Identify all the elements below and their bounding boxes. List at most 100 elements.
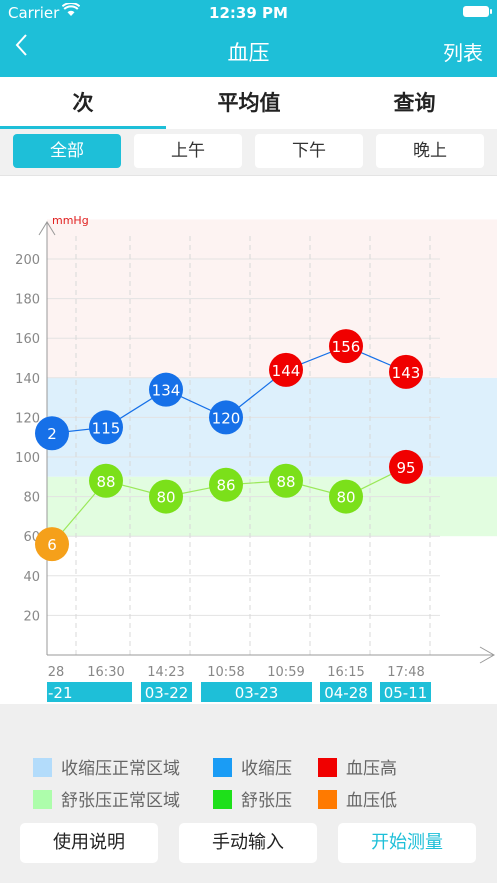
y-tick-label: 80 (23, 491, 40, 506)
legend-label: 舒张压 (241, 791, 292, 811)
data-point (89, 463, 123, 498)
date-label: -21 (48, 684, 73, 702)
data-label: 2 (47, 425, 57, 443)
y-tick-label: 180 (15, 293, 40, 308)
data-label: 88 (276, 473, 295, 491)
y-tick-label: 160 (15, 332, 40, 347)
back-button[interactable] (14, 33, 28, 63)
date-label: 04-28 (324, 684, 368, 702)
legend-swatch (213, 758, 232, 777)
y-tick-label: 100 (15, 451, 40, 466)
status-bar: Carrier 12:39 PM (0, 0, 497, 26)
data-label: 120 (212, 409, 241, 427)
filter-morning[interactable]: 上午 (134, 134, 242, 168)
x-tick-label: 16:15 (327, 665, 364, 680)
data-point (149, 372, 183, 407)
y-tick-label: 40 (23, 570, 40, 585)
carrier-label: Carrier (8, 4, 60, 22)
x-tick-label: 10:58 (207, 665, 244, 680)
legend-label: 血压高 (346, 759, 397, 779)
x-tick-label: 14:23 (147, 665, 184, 680)
list-button[interactable]: 列表 (443, 41, 483, 65)
legend-swatch (33, 758, 52, 777)
data-label: 143 (392, 364, 421, 382)
legend-swatch (318, 790, 337, 809)
data-label: 80 (156, 489, 175, 507)
legend-high: 血压高 (318, 758, 397, 780)
legend-label: 舒张压正常区域 (61, 791, 180, 811)
date-label: 03-22 (145, 684, 189, 702)
filter-afternoon[interactable]: 下午 (255, 134, 363, 168)
legend-diastolic-zone: 舒张压正常区域 (33, 790, 180, 812)
y-tick-label: 140 (15, 372, 40, 387)
data-label: 134 (152, 382, 181, 400)
wifi-icon (61, 2, 81, 21)
y-tick-label: 120 (15, 411, 40, 426)
tab-query[interactable]: 查询 (393, 91, 436, 115)
y-tick-label: 200 (15, 253, 40, 268)
filter-evening[interactable]: 晚上 (376, 134, 484, 168)
legend-systolic-zone: 收缩压正常区域 (33, 758, 180, 780)
chevron-left-icon (15, 34, 27, 56)
instructions-button[interactable]: 使用说明 (20, 823, 158, 863)
legend-low: 血压低 (318, 790, 397, 812)
data-point (35, 416, 69, 451)
date-label: 03-23 (235, 684, 279, 702)
status-time: 12:39 PM (209, 4, 288, 22)
data-point (35, 527, 69, 562)
legend-swatch (318, 758, 337, 777)
legend-label: 收缩压 (241, 759, 292, 779)
legend-swatch (33, 790, 52, 809)
date-band (141, 682, 192, 702)
date-band (47, 682, 132, 702)
data-label: 95 (396, 459, 415, 477)
x-tick-label: 16:30 (87, 665, 124, 680)
app-header: Carrier 12:39 PM 血压 列表 (0, 0, 497, 77)
data-label: 80 (336, 489, 355, 507)
date-band (201, 682, 312, 702)
tab-average[interactable]: 平均值 (217, 91, 281, 115)
data-point (209, 400, 243, 435)
data-point (389, 449, 423, 484)
legend-swatch (213, 790, 232, 809)
bottom-panel: 收缩压正常区域 收缩压 血压高 舒张压正常区域 舒张压 血压低 使用说明 手动输… (0, 704, 497, 883)
y-axis-arrow (38, 221, 56, 236)
start-measure-button[interactable]: 开始测量 (338, 823, 476, 863)
data-label: 88 (96, 473, 115, 491)
data-point (209, 467, 243, 502)
x-tick-label: 28 (48, 665, 65, 680)
legend-systolic: 收缩压 (213, 758, 292, 780)
blood-pressure-chart: 20 40 60 80 100 120 140 160 180 200 mmHg 28 16:30 14:… (0, 176, 497, 704)
page-title: 血压 (227, 41, 270, 65)
data-label: 6 (47, 536, 57, 554)
tab-underline (0, 126, 166, 129)
data-label: 144 (272, 362, 301, 380)
x-tick-label: 10:59 (267, 665, 304, 680)
data-point (149, 479, 183, 514)
y-tick-label: 20 (23, 609, 40, 624)
left-mask (0, 216, 46, 616)
filter-all[interactable]: 全部 (13, 134, 121, 168)
data-point (329, 479, 363, 514)
data-label: 115 (92, 419, 121, 437)
data-label: 156 (332, 338, 361, 356)
legend-label: 收缩压正常区域 (61, 759, 180, 779)
x-axis-arrow (479, 646, 496, 664)
x-tick-label: 17:48 (387, 665, 424, 680)
tab-bar: 次 平均值 查询 (0, 77, 497, 129)
legend-diastolic: 舒张压 (213, 790, 292, 812)
legend-label: 血压低 (346, 791, 397, 811)
data-point (389, 354, 423, 389)
battery-icon (463, 6, 492, 17)
y-axis-unit: mmHg (52, 214, 89, 227)
data-point (89, 410, 123, 445)
data-point (329, 329, 363, 364)
data-point (269, 352, 303, 387)
manual-input-button[interactable]: 手动输入 (179, 823, 317, 863)
date-band (380, 682, 431, 702)
tab-each[interactable]: 次 (72, 91, 94, 115)
date-band (320, 682, 372, 702)
date-label: 05-11 (384, 684, 428, 702)
data-label: 86 (216, 477, 235, 495)
